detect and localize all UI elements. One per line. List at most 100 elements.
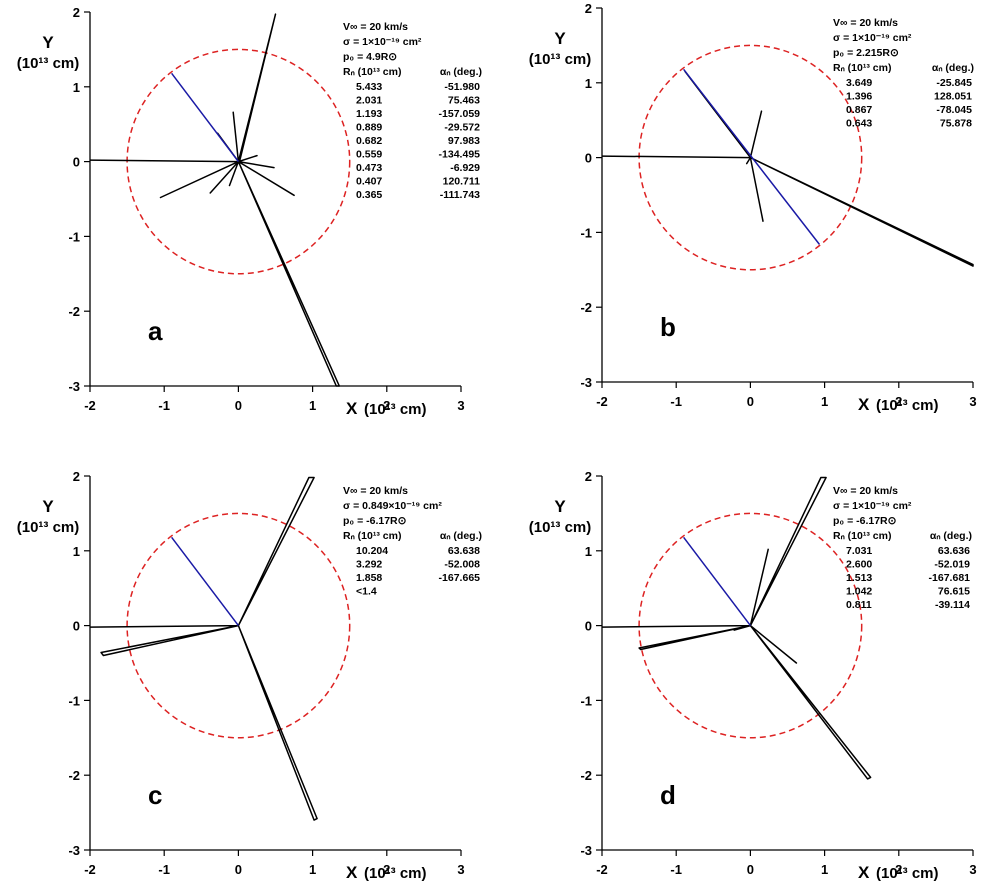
y-tick-label: 2 — [73, 5, 80, 20]
info-line: σ = 1×10⁻¹⁹ cm² — [343, 36, 422, 48]
y-tick-label: 1 — [73, 544, 80, 559]
table-header-alpha: αₙ (deg.) — [932, 62, 974, 74]
panel-label: b — [660, 312, 676, 342]
table-cell-rn: 0.643 — [846, 118, 872, 130]
x-tick-label: 2 — [383, 862, 390, 877]
table-cell-alpha: -51.980 — [444, 81, 480, 93]
table-cell-alpha: 76.615 — [938, 586, 970, 598]
dashed-circle — [126, 512, 351, 739]
y-tick-label: 1 — [73, 80, 80, 95]
table-cell-alpha: 128.051 — [934, 91, 972, 103]
x-tick-label: 2 — [895, 862, 902, 877]
table-cell-alpha: -52.019 — [934, 559, 970, 571]
x-tick-label: -1 — [158, 862, 170, 877]
trajectory-line — [601, 70, 974, 267]
table-cell-rn: 0.811 — [846, 599, 872, 611]
x-tick-label: 1 — [821, 862, 828, 877]
table-header-rn: Rₙ (10¹³ cm) — [833, 62, 891, 74]
table-cell-alpha: -111.743 — [440, 189, 480, 201]
table-cell-rn: <1.4 — [356, 586, 377, 598]
table-cell-rn: 3.292 — [356, 559, 382, 571]
x-tick-label: 3 — [457, 862, 464, 877]
table-cell-alpha: -52.008 — [444, 559, 480, 571]
y-tick-label: -2 — [68, 304, 80, 319]
table-cell-alpha: -29.572 — [444, 122, 480, 134]
y-axis-unit: (10¹³ cm) — [17, 55, 80, 72]
table-cell-alpha: -39.114 — [935, 599, 970, 611]
table-cell-rn: 0.889 — [356, 122, 382, 134]
info-line: σ = 0.849×10⁻¹⁹ cm² — [343, 500, 442, 512]
table-cell-rn: 1.396 — [846, 91, 872, 103]
info-line: σ = 1×10⁻¹⁹ cm² — [833, 500, 912, 512]
x-tick-label: -1 — [670, 394, 682, 409]
x-tick-label: -2 — [84, 862, 96, 877]
x-axis-label: X — [346, 399, 358, 418]
y-tick-label: -1 — [68, 693, 80, 708]
y-tick-label: -3 — [580, 843, 592, 858]
x-tick-label: -1 — [670, 862, 682, 877]
table-cell-alpha: -157.059 — [439, 108, 481, 120]
y-tick-label: 2 — [73, 469, 80, 484]
table-cell-alpha: 63.638 — [448, 545, 480, 557]
x-tick-label: -2 — [596, 862, 608, 877]
x-tick-label: 2 — [895, 394, 902, 409]
table-cell-alpha: -6.929 — [450, 162, 480, 174]
x-tick-label: 1 — [309, 398, 316, 413]
y-axis-unit: (10¹³ cm) — [17, 519, 80, 536]
panel-a: -2 -1 0 1 2 3 -3 -2 -1 0 1 2 Y (10¹³ cm) X (10¹³ cm) a V∞… — [17, 5, 482, 418]
table-cell-rn: 0.473 — [356, 162, 382, 174]
x-tick-label: 2 — [383, 398, 390, 413]
table-cell-alpha: 120.711 — [443, 176, 481, 188]
y-tick-label: 2 — [585, 1, 592, 16]
table-cell-rn: 0.682 — [356, 135, 382, 147]
info-line: p₀ = 2.215R⊙ — [833, 47, 899, 59]
line-of-sight — [683, 536, 751, 627]
y-tick-label: 0 — [585, 619, 592, 634]
line-of-sight — [171, 72, 239, 163]
table-cell-rn: 10.204 — [356, 545, 388, 557]
y-tick-label: -1 — [580, 693, 592, 708]
y-tick-label: 0 — [73, 155, 80, 170]
table-header-alpha: αₙ (deg.) — [440, 66, 482, 78]
y-tick-label: -2 — [580, 300, 592, 315]
y-axis-unit: (10¹³ cm) — [529, 51, 592, 68]
info-line: p₀ = -6.17R⊙ — [833, 515, 897, 527]
table-cell-rn: 0.365 — [356, 189, 382, 201]
y-tick-label: -1 — [580, 225, 592, 240]
y-tick-label: -2 — [580, 768, 592, 783]
table-header-rn: Rₙ (10¹³ cm) — [343, 530, 401, 542]
table-cell-alpha: 75.878 — [940, 118, 972, 130]
table-cell-alpha: -167.681 — [929, 572, 971, 584]
x-tick-label: -2 — [84, 398, 96, 413]
y-tick-label: 2 — [585, 469, 592, 484]
info-line: V∞ = 20 km/s — [833, 485, 898, 497]
panel-label: d — [660, 780, 676, 810]
y-tick-label: 1 — [585, 76, 592, 91]
panel-label: c — [148, 780, 162, 810]
table-cell-rn: 1.042 — [846, 586, 872, 598]
info-line: p₀ = -6.17R⊙ — [343, 515, 407, 527]
y-tick-label: -2 — [68, 768, 80, 783]
y-axis-label: Y — [42, 497, 54, 516]
x-tick-label: 1 — [309, 862, 316, 877]
x-tick-label: -2 — [596, 394, 608, 409]
dashed-circle — [638, 512, 863, 739]
x-axis-unit: (10¹³ cm) — [364, 401, 427, 418]
y-tick-label: -3 — [68, 843, 80, 858]
panel-c: -2 -1 0 1 2 3 -3 -2 -1 0 1 2 Y (10¹³ cm) X (10¹³ cm) c V∞… — [17, 469, 482, 882]
y-axis-label: Y — [554, 29, 566, 48]
line-of-sight — [171, 536, 239, 627]
dashed-circle — [126, 48, 351, 275]
table-cell-alpha: -167.665 — [439, 572, 481, 584]
info-line: V∞ = 20 km/s — [343, 21, 408, 33]
table-cell-rn: 3.649 — [846, 77, 872, 89]
table-cell-rn: 2.600 — [846, 559, 872, 571]
line-of-sight — [683, 68, 820, 245]
x-tick-label: 0 — [747, 394, 754, 409]
table-cell-rn: 5.433 — [356, 81, 382, 93]
x-tick-label: 0 — [747, 862, 754, 877]
y-tick-label: 0 — [585, 151, 592, 166]
trajectory-line — [89, 476, 318, 821]
y-tick-label: -1 — [68, 229, 80, 244]
